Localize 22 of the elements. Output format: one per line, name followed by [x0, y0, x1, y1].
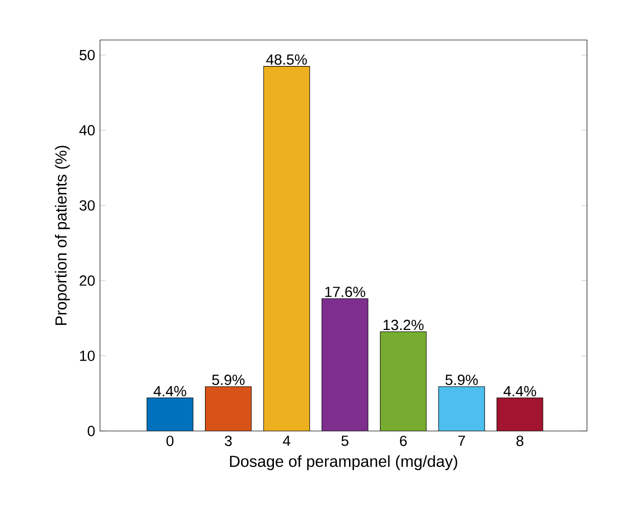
data-label: 5.9%: [445, 374, 478, 386]
y-axis-title: Proportion of patients (%): [54, 146, 70, 325]
x-tick-label: 8: [516, 436, 524, 446]
data-label: 5.9%: [212, 374, 244, 386]
data-label: 48.5%: [266, 54, 307, 65]
x-tick-label: 7: [458, 436, 465, 446]
y-tick-label: 10: [80, 350, 95, 361]
x-axis-title: Dosage of perampanel (mg/day): [230, 455, 458, 470]
x-tick-label: 6: [400, 436, 407, 446]
y-tick-label: 0: [88, 426, 95, 436]
data-label: 13.2%: [384, 320, 424, 330]
y-tick-label: 50: [80, 50, 95, 60]
data-label: 17.6%: [325, 286, 366, 298]
y-tick-label: 30: [80, 200, 95, 211]
y-tick-label: 40: [79, 125, 95, 136]
x-tick-label: 5: [341, 436, 348, 446]
x-tick-label: 3: [224, 436, 232, 446]
y-tick-label: 20: [80, 275, 95, 286]
data-label: 4.4%: [154, 386, 186, 396]
data-label: 4.4%: [504, 386, 536, 396]
x-tick-label: 4: [282, 436, 290, 446]
x-tick-label: 0: [166, 436, 174, 446]
